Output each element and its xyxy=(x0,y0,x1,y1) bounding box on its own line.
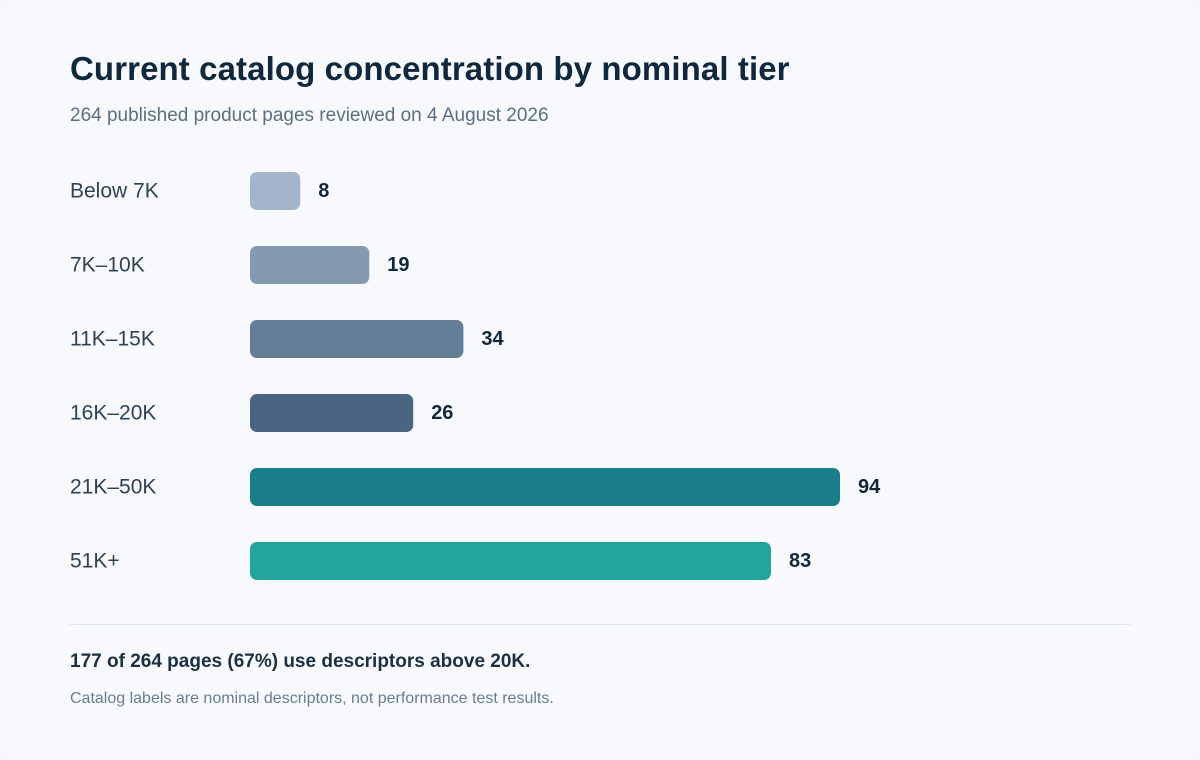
chart-subtitle: 264 published product pages reviewed on … xyxy=(70,105,549,126)
category-label: 16K–20K xyxy=(70,402,156,425)
value-label: 34 xyxy=(481,328,504,350)
bar xyxy=(250,320,464,358)
bar-chart: Below 7K 8 7K–10K 19 11K–15K 34 16K–20K 26 21K–5… xyxy=(70,172,881,580)
value-label: 26 xyxy=(431,402,453,424)
value-label: 19 xyxy=(387,254,409,276)
chart-title: Current catalog concentration by nominal… xyxy=(70,50,790,87)
category-label: 51K+ xyxy=(70,550,120,573)
value-label: 94 xyxy=(858,476,881,498)
bar xyxy=(250,542,771,580)
bar xyxy=(250,246,370,284)
bar xyxy=(250,468,840,506)
footnote-text: Catalog labels are nominal descriptors, … xyxy=(70,690,554,707)
bar xyxy=(250,172,301,210)
summary-text: 177 of 264 pages (67%) use descriptors a… xyxy=(70,651,531,672)
category-label: 7K–10K xyxy=(70,254,145,277)
category-label: 21K–50K xyxy=(70,476,156,499)
divider xyxy=(70,624,1130,625)
value-label: 8 xyxy=(318,180,329,202)
value-label: 83 xyxy=(789,550,811,572)
bar xyxy=(250,394,414,432)
category-label: 11K–15K xyxy=(70,328,155,351)
category-label: Below 7K xyxy=(70,180,159,203)
